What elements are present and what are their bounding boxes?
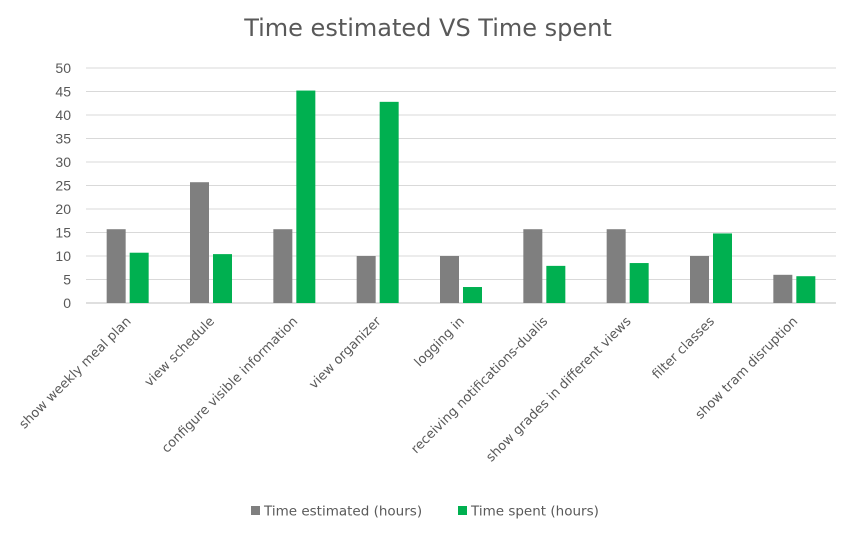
bar-time-spent xyxy=(796,276,816,303)
bar-time-estimated xyxy=(690,256,709,303)
bar-time-estimated xyxy=(440,256,459,303)
bar-time-spent xyxy=(379,101,399,303)
bar-time-spent xyxy=(213,254,232,303)
bars xyxy=(106,90,816,303)
bar-time-spent xyxy=(129,252,149,303)
bar-time-estimated xyxy=(106,229,126,303)
bar-time-estimated xyxy=(773,274,793,303)
bar-time-spent xyxy=(546,265,566,303)
bar-time-spent xyxy=(629,263,649,303)
bar-time-spent xyxy=(296,90,316,303)
bar-time-estimated xyxy=(356,256,376,303)
legend-swatch-time-estimated xyxy=(251,506,260,515)
bar-time-estimated xyxy=(523,229,543,303)
bar-time-estimated xyxy=(190,182,209,303)
y-tick-label: 40 xyxy=(55,107,71,123)
bar-time-spent xyxy=(713,233,732,303)
y-tick-label: 45 xyxy=(55,84,71,100)
legend: Time estimated (hours) Time spent (hours) xyxy=(251,504,599,520)
gridlines xyxy=(86,67,836,304)
chart-title: Time estimated VS Time spent xyxy=(243,14,612,42)
bar-time-estimated xyxy=(606,229,626,303)
y-tick-label: 25 xyxy=(55,178,71,194)
legend-label-time-spent: Time spent (hours) xyxy=(470,504,599,520)
y-tick-label: 30 xyxy=(55,154,71,170)
legend-label-time-estimated: Time estimated (hours) xyxy=(263,504,422,520)
y-tick-label: 0 xyxy=(63,295,71,311)
y-tick-label: 5 xyxy=(63,272,71,288)
y-tick-label: 50 xyxy=(55,60,71,76)
bar-time-estimated xyxy=(273,229,293,303)
bar-time-spent xyxy=(463,287,482,303)
legend-swatch-time-spent xyxy=(458,506,467,515)
y-axis-ticks: 0 5 10 15 20 25 30 35 40 45 50 xyxy=(55,60,71,311)
y-tick-label: 35 xyxy=(55,131,71,147)
y-tick-label: 20 xyxy=(55,201,71,217)
y-tick-label: 10 xyxy=(55,248,71,264)
y-tick-label: 15 xyxy=(55,225,71,241)
